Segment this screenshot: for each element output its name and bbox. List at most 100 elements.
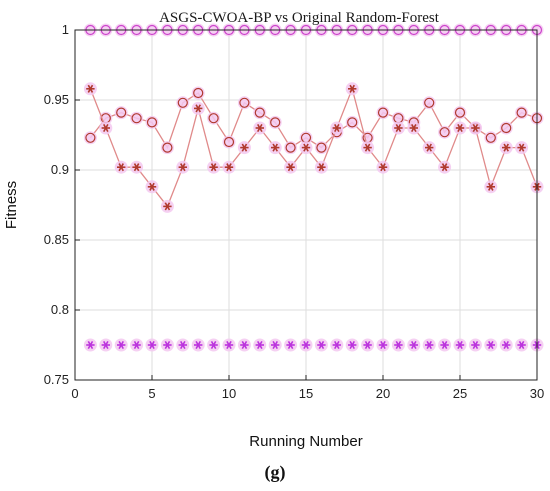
data-point <box>207 338 221 352</box>
data-point <box>176 160 190 174</box>
data-point <box>499 338 513 352</box>
data-point <box>376 106 390 120</box>
data-point <box>284 141 298 155</box>
data-point <box>422 141 436 155</box>
data-point <box>99 338 113 352</box>
y-tick-label: 0.85 <box>44 232 69 247</box>
data-point <box>191 86 205 100</box>
chart-title: ASGS-CWOA-BP vs Original Random-Forest <box>159 10 440 26</box>
data-point <box>361 338 375 352</box>
data-point <box>484 131 498 145</box>
data-point <box>114 160 128 174</box>
y-tick-label: 0.8 <box>51 302 69 317</box>
series-layer <box>83 23 544 352</box>
data-point <box>253 106 267 120</box>
data-point <box>314 141 328 155</box>
x-tick-label: 25 <box>453 386 467 401</box>
data-point <box>345 82 359 96</box>
data-point <box>330 121 344 135</box>
data-point <box>145 115 159 129</box>
data-point <box>376 160 390 174</box>
x-tick-label: 20 <box>376 386 390 401</box>
data-point <box>191 338 205 352</box>
data-point <box>160 141 174 155</box>
data-point <box>268 338 282 352</box>
data-point <box>438 338 452 352</box>
y-tick-label: 0.75 <box>44 372 69 387</box>
data-point <box>438 125 452 139</box>
data-point <box>314 338 328 352</box>
data-point <box>284 160 298 174</box>
data-point <box>237 338 251 352</box>
x-tick-label: 10 <box>222 386 236 401</box>
data-point <box>191 101 205 115</box>
data-point <box>83 82 97 96</box>
data-point <box>207 111 221 125</box>
data-point <box>222 338 236 352</box>
data-point <box>361 141 375 155</box>
y-axis-label: Fitness <box>3 181 20 229</box>
data-point <box>407 121 421 135</box>
data-point <box>515 141 529 155</box>
data-point <box>114 106 128 120</box>
data-point <box>438 160 452 174</box>
data-point <box>222 135 236 149</box>
data-point <box>130 111 144 125</box>
data-point <box>515 106 529 120</box>
data-point <box>160 338 174 352</box>
series-1 <box>83 338 544 352</box>
data-point <box>237 96 251 110</box>
x-axis-label: Running Number <box>249 433 362 450</box>
data-point <box>391 121 405 135</box>
data-point <box>253 121 267 135</box>
y-tick-label: 0.95 <box>44 92 69 107</box>
ticks: 0 5 10 15 20 25 30 0.75 0.8 0.85 0.9 0.95 1 <box>44 22 545 401</box>
data-point <box>160 199 174 213</box>
data-point <box>130 338 144 352</box>
data-point <box>114 338 128 352</box>
x-tick-label: 15 <box>299 386 313 401</box>
x-tick-label: 0 <box>71 386 78 401</box>
y-tick-label: 0.9 <box>51 162 69 177</box>
data-point <box>453 121 467 135</box>
data-point <box>422 96 436 110</box>
data-point <box>83 131 97 145</box>
data-point <box>145 180 159 194</box>
data-point <box>515 338 529 352</box>
data-point <box>484 338 498 352</box>
data-point <box>314 160 328 174</box>
data-point <box>145 338 159 352</box>
data-point <box>345 115 359 129</box>
data-point <box>468 121 482 135</box>
data-point <box>99 121 113 135</box>
data-point <box>253 338 267 352</box>
data-point <box>83 338 97 352</box>
data-point <box>453 338 467 352</box>
data-point <box>499 121 513 135</box>
data-point <box>453 106 467 120</box>
data-point <box>345 338 359 352</box>
data-point <box>376 338 390 352</box>
x-tick-label: 30 <box>530 386 544 401</box>
data-point <box>237 141 251 155</box>
data-point <box>284 338 298 352</box>
data-point <box>499 141 513 155</box>
data-point <box>176 96 190 110</box>
data-point <box>422 338 436 352</box>
data-point <box>484 180 498 194</box>
series-2 <box>83 86 544 155</box>
figure-caption: (g) <box>265 462 286 483</box>
data-point <box>407 338 421 352</box>
data-point <box>299 141 313 155</box>
data-point <box>268 115 282 129</box>
data-point <box>468 338 482 352</box>
data-point <box>330 338 344 352</box>
series-3 <box>83 82 544 213</box>
grid <box>74 29 538 381</box>
y-tick-label: 1 <box>62 22 69 37</box>
data-point <box>130 160 144 174</box>
data-point <box>207 160 221 174</box>
data-point <box>222 160 236 174</box>
data-point <box>299 338 313 352</box>
